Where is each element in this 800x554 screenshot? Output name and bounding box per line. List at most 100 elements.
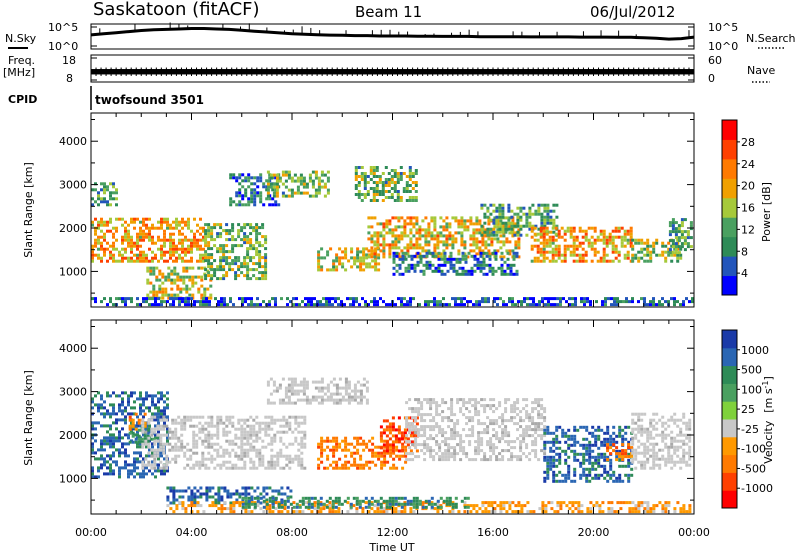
range-cell — [409, 431, 413, 435]
range-cell — [195, 439, 199, 443]
range-cell — [290, 392, 294, 396]
range-cell — [396, 190, 400, 193]
range-cell — [153, 451, 157, 455]
range-cell — [661, 303, 664, 307]
range-cell — [456, 443, 460, 447]
range-cell — [372, 181, 376, 184]
range-cell — [599, 232, 603, 236]
range-cell — [432, 425, 436, 429]
range-cell — [528, 413, 532, 417]
range-cell — [281, 170, 285, 174]
range-cell — [106, 223, 109, 227]
range-cell — [525, 398, 529, 402]
range-cell — [225, 238, 229, 242]
range-cell — [252, 262, 256, 266]
range-cell — [620, 238, 624, 242]
range-cell — [302, 380, 306, 384]
range-cell — [543, 431, 547, 435]
range-cell — [540, 224, 544, 228]
range-cell — [573, 434, 577, 438]
range-cell — [163, 250, 166, 254]
range-cell — [195, 433, 199, 437]
range-cell — [258, 460, 262, 464]
range-cell — [228, 442, 232, 446]
range-cell — [410, 263, 414, 267]
range-cell — [249, 232, 253, 236]
range-cell — [154, 253, 157, 257]
range-cell — [545, 232, 549, 236]
range-cell — [193, 238, 196, 242]
range-cell — [596, 235, 600, 239]
range-cell — [573, 449, 577, 453]
range-cell — [178, 256, 181, 260]
range-cell — [542, 235, 546, 239]
range-cell — [264, 238, 268, 242]
range-cell — [261, 445, 265, 449]
range-cell — [103, 188, 106, 192]
range-cell — [519, 455, 523, 459]
range-cell — [241, 492, 245, 496]
range-cell — [153, 442, 157, 446]
range-cell — [247, 200, 251, 204]
range-cell — [444, 401, 448, 405]
range-cell — [522, 452, 526, 456]
range-cell — [522, 437, 526, 441]
range-cell — [296, 383, 300, 387]
range-cell — [164, 278, 168, 282]
range-cell — [158, 272, 162, 276]
range-cell — [367, 231, 371, 235]
range-cell — [388, 231, 392, 235]
range-cell — [196, 259, 199, 263]
range-cell — [525, 212, 529, 216]
range-cell — [394, 434, 398, 438]
range-cell — [546, 455, 550, 459]
range-cell — [392, 251, 396, 255]
range-cell — [415, 422, 419, 426]
range-cell — [432, 416, 436, 420]
range-cell — [537, 458, 541, 462]
range-cell — [453, 425, 457, 429]
range-cell — [151, 297, 154, 301]
range-cell — [400, 237, 404, 241]
range-cell — [264, 424, 268, 428]
range-cell — [502, 255, 506, 259]
range-cell — [124, 415, 127, 419]
range-cell — [186, 448, 190, 452]
range-cell — [448, 234, 452, 238]
range-cell — [369, 187, 373, 190]
range-cell — [91, 259, 94, 263]
range-cell — [471, 458, 475, 462]
range-cell — [381, 187, 385, 190]
range-cell — [261, 277, 265, 281]
range-cell — [157, 445, 160, 449]
range-cell — [572, 259, 576, 263]
range-cell — [594, 458, 598, 462]
range-cell — [350, 250, 354, 254]
range-cell — [549, 215, 553, 219]
range-cell — [570, 443, 574, 447]
range-cell — [100, 445, 103, 449]
range-cell — [547, 300, 550, 304]
range-cell — [391, 449, 395, 453]
range-cell — [539, 247, 543, 251]
range-cell — [507, 206, 511, 210]
range-cell — [214, 297, 217, 301]
range-cell — [207, 430, 211, 434]
range-cell — [130, 244, 133, 248]
range-cell — [109, 256, 112, 260]
range-cell — [184, 220, 187, 224]
range-cell — [259, 200, 263, 204]
range-cell — [602, 229, 606, 233]
range-cell — [438, 446, 442, 450]
range-cell — [374, 265, 378, 269]
range-cell — [396, 181, 400, 184]
range-cell — [359, 262, 363, 266]
range-cell — [250, 182, 254, 186]
range-cell — [445, 225, 449, 229]
range-cell — [519, 218, 523, 222]
range-cell — [175, 244, 178, 248]
range-cell — [453, 455, 457, 459]
range-cell — [418, 252, 422, 256]
range-cell — [252, 433, 256, 437]
